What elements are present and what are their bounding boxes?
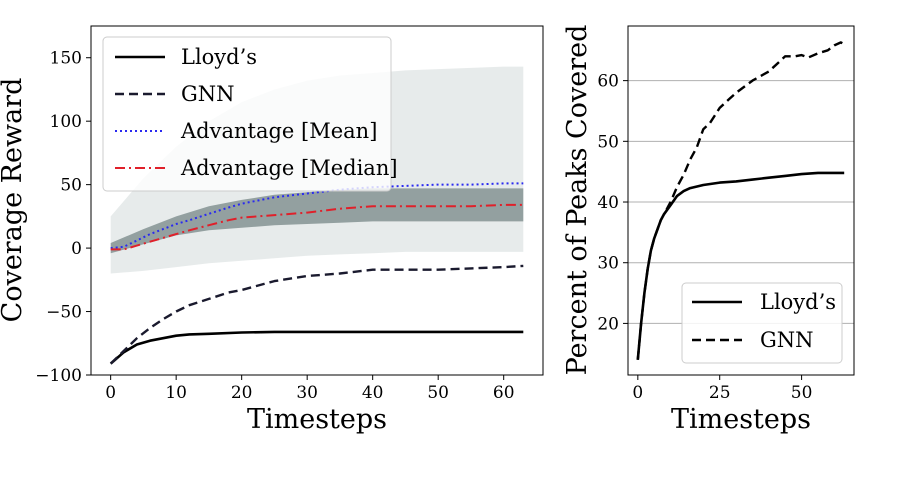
x-axis-title-right: Timesteps: [671, 404, 811, 435]
series-line-gnn: [636, 41, 845, 360]
plot-frame-left: [90, 25, 544, 376]
legend-left: Lloyd’s GNN Advantage [Mean] Advantage […: [102, 36, 398, 192]
y-tick-label-2: 40: [597, 193, 619, 213]
y-tick-label-3: 50: [60, 176, 82, 196]
x-ticks-left: 0 10 20 30 40 50 60: [105, 375, 515, 403]
x-ticks-right: 0 25 50: [632, 375, 812, 403]
series-lines-left: [109, 182, 524, 365]
chart-peaks-covered: 0 25 50 20 30 40 50 60 Timesteps Percent of Pe…: [562, 25, 855, 435]
grid-right: [628, 80, 854, 324]
y-tick-label-5: 150: [50, 49, 82, 69]
y-axis-title-right: Percent of Peaks Covered: [562, 25, 593, 376]
x-tick-label-2: 20: [231, 383, 253, 403]
y-tick-label-3: 50: [597, 132, 619, 152]
x-tick-label-0: 0: [105, 383, 116, 403]
legend-right: Lloyd’s GNN: [681, 282, 843, 364]
x-tick-label-1: 25: [709, 383, 731, 403]
y-axis-title-left: Coverage Reward: [0, 78, 28, 323]
x-tick-label-4: 40: [362, 383, 384, 403]
y-tick-label-4: 60: [597, 72, 619, 92]
advantage-band-inner: [110, 188, 524, 254]
x-axis-title-left: Timesteps: [247, 404, 387, 435]
legend-label-right-lloyds: Lloyd’s: [760, 290, 836, 314]
legend-label-gnn: GNN: [181, 82, 235, 106]
series-line-lloyd-s: [109, 330, 524, 365]
series-line-advantage-median: [110, 203, 524, 251]
x-tick-label-1: 10: [165, 383, 187, 403]
legend-left-box: [102, 36, 392, 192]
y-tick-label-1: 30: [597, 254, 619, 274]
legend-label-adv-mean: Advantage [Mean]: [180, 119, 377, 143]
y-tick-label-0: 20: [597, 314, 619, 334]
x-tick-label-5: 50: [427, 383, 449, 403]
y-tick-label-4: 100: [50, 112, 82, 132]
y-ticks-right: 20 30 40 50 60: [597, 72, 628, 334]
legend-label-adv-median: Advantage [Median]: [180, 156, 398, 180]
y-tick-label-2: 0: [71, 239, 82, 259]
x-tick-label-6: 60: [493, 383, 515, 403]
series-line-advantage-mean: [110, 182, 524, 250]
series-lines-right: [636, 41, 845, 360]
chart-coverage-reward: 0 10 20 30 40 50 60 −100 −50 0 50 100 150 Timesteps…: [0, 25, 544, 435]
y-ticks-left: −100 −50 0 50 100 150: [35, 49, 91, 386]
plot-frame-right: [627, 25, 855, 376]
y-tick-label-0: −100: [35, 366, 82, 386]
series-line-gnn: [109, 264, 524, 365]
x-tick-label-3: 30: [296, 383, 318, 403]
x-tick-label-0: 0: [632, 383, 643, 403]
x-tick-label-2: 50: [791, 383, 813, 403]
legend-label-right-gnn: GNN: [760, 328, 814, 352]
y-tick-label-1: −50: [46, 303, 82, 323]
legend-label-lloyds: Lloyd’s: [181, 45, 257, 69]
